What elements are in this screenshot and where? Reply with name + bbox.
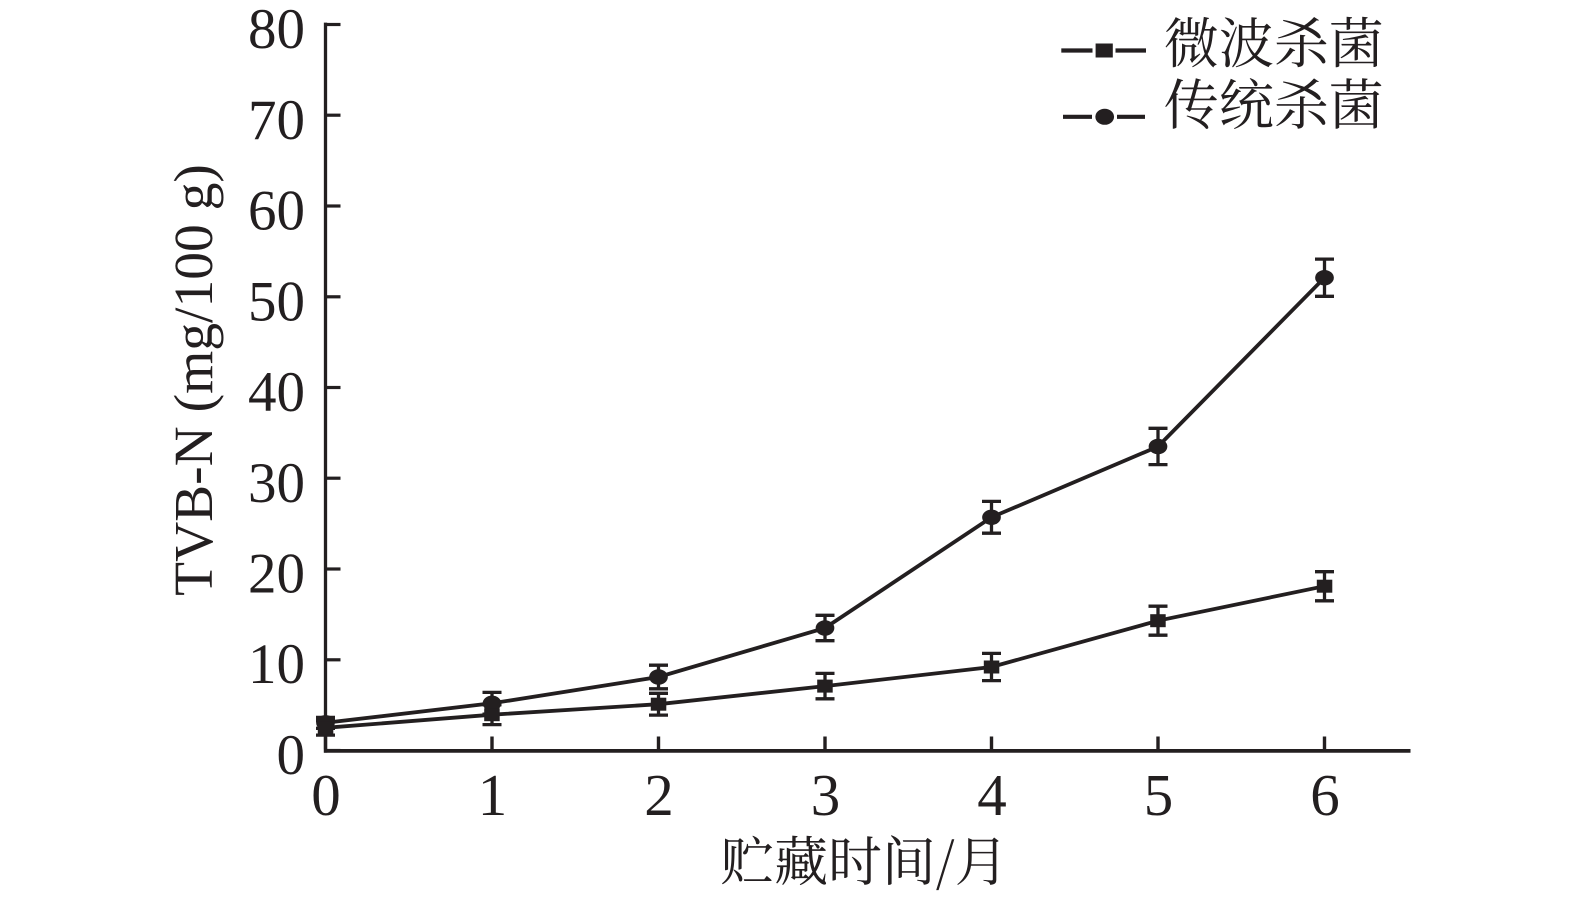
svg-text:30: 30 xyxy=(248,452,305,515)
svg-text:0: 0 xyxy=(311,762,341,828)
svg-text:2: 2 xyxy=(644,762,674,828)
svg-text:0: 0 xyxy=(277,724,306,787)
svg-text:6: 6 xyxy=(1310,762,1340,828)
svg-text:60: 60 xyxy=(248,180,305,243)
svg-text:1: 1 xyxy=(478,762,508,828)
svg-text:4: 4 xyxy=(977,762,1007,828)
svg-text:80: 80 xyxy=(248,0,305,61)
svg-text:TVB-N (mg/100 g): TVB-N (mg/100 g) xyxy=(164,164,225,596)
svg-text:10: 10 xyxy=(248,633,305,696)
svg-text:20: 20 xyxy=(248,543,305,606)
svg-text:70: 70 xyxy=(248,89,305,152)
svg-text:50: 50 xyxy=(248,270,305,333)
svg-text:5: 5 xyxy=(1144,762,1174,828)
svg-text:40: 40 xyxy=(248,361,305,424)
svg-text:3: 3 xyxy=(811,762,841,828)
